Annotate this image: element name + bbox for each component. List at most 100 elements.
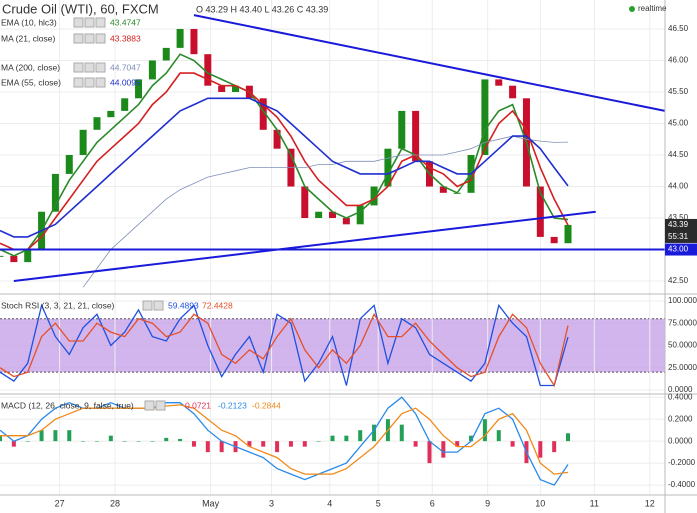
candle (121, 98, 129, 111)
y-tick-label: 45.50 (668, 87, 689, 96)
indicator-line (0, 72, 569, 251)
y-tick-label: 25.0000 (668, 363, 697, 372)
legend-icon (155, 400, 166, 411)
y-tick-label: 46.00 (668, 56, 689, 65)
y-tick-label: 45.00 (668, 119, 689, 128)
legend-value: 43.3883 (110, 33, 141, 43)
candle (536, 186, 544, 237)
candle (232, 85, 240, 92)
status-dot (629, 6, 635, 12)
candle (176, 28, 184, 48)
candle (65, 155, 73, 174)
histogram-bar (469, 435, 474, 442)
legend-value: 59.4893 (168, 300, 199, 310)
candle (204, 54, 212, 86)
trend-line (13, 210, 596, 283)
x-tick-label: 27 (55, 498, 65, 508)
legend-value: 43.4747 (110, 17, 141, 27)
x-tick-label: 12 (645, 498, 655, 508)
x-tick-label: May (202, 498, 220, 508)
x-tick-label: 4 (327, 498, 332, 508)
histogram-bar (496, 430, 501, 442)
histogram-bar (53, 430, 58, 442)
histogram-bar (39, 430, 44, 442)
histogram-bar (81, 441, 86, 442)
legend-value: -0.2844 (252, 400, 281, 410)
legend-value: 44.7047 (110, 62, 141, 72)
legend-icon (95, 17, 106, 28)
legend-name: EMA (55, close) (1, 77, 61, 87)
y-tick-label: 75.0000 (668, 318, 697, 327)
legend-name: MA (200, close) (1, 62, 60, 72)
candle (550, 236, 558, 244)
candle (481, 79, 489, 156)
candle (51, 173, 59, 212)
last-price-tag (665, 218, 697, 243)
x-tick-label: 11 (590, 498, 599, 508)
candle (24, 249, 32, 263)
legend-icon (95, 62, 106, 73)
histogram-bar (219, 441, 224, 453)
symbol-title: Crude Oil (WTI), 60, FXCM (2, 1, 159, 16)
legend-value: 44.0095 (110, 77, 141, 87)
price-tag-label: 43.00 (668, 245, 689, 254)
pane-title: Stoch RSI (3, 3, 21, 21, close) (1, 300, 115, 310)
legend-icon (95, 77, 106, 88)
candle (273, 129, 281, 149)
histogram-bar (122, 441, 127, 442)
candle (107, 110, 115, 118)
legend-icon (73, 77, 84, 88)
y-tick-label: 0.4000 (668, 392, 693, 401)
indicator-line (82, 135, 569, 288)
candle (218, 85, 226, 92)
last-price-label: 43.39 (668, 220, 689, 229)
ohlc-readout: O 43.29 H 43.40 L 43.26 C 43.39 (196, 4, 328, 14)
y-tick-label: 43.50 (668, 213, 689, 222)
legend-icon (153, 300, 164, 311)
x-tick-label: 9 (485, 498, 490, 508)
histogram-bar (372, 424, 377, 442)
candle (93, 117, 101, 130)
candle (315, 211, 323, 219)
y-tick-label: 0.0000 (668, 436, 693, 445)
histogram-bar (261, 441, 266, 447)
candle (259, 98, 267, 130)
histogram-bar (566, 433, 571, 442)
status: realtime (638, 4, 667, 13)
trend-line (193, 14, 666, 112)
histogram-bar (344, 435, 349, 442)
histogram-bar (205, 441, 210, 453)
legend-icon (73, 62, 84, 73)
histogram-bar (94, 441, 99, 442)
histogram-bar (275, 441, 280, 453)
legend-icon (84, 33, 95, 44)
candle (79, 129, 87, 156)
y-tick-label: 42.50 (668, 276, 689, 285)
candle (148, 60, 156, 80)
x-tick-label: 5 (376, 498, 381, 508)
histogram-bar (510, 441, 515, 447)
histogram-bar (427, 441, 432, 464)
legend-icon (144, 400, 155, 411)
candle (10, 255, 18, 263)
y-tick-label: 46.50 (668, 24, 689, 33)
histogram-bar (455, 441, 460, 447)
histogram-bar (0, 435, 2, 442)
histogram-bar (538, 441, 543, 458)
x-tick-label: 3 (269, 498, 274, 508)
price-tag (665, 243, 697, 256)
grid-layer (0, 0, 665, 495)
histogram-bar (482, 419, 487, 442)
y-tick-label: 44.00 (668, 182, 689, 191)
legend-icon (73, 33, 84, 44)
candle (370, 186, 378, 206)
legend-icon (84, 17, 95, 28)
candle (564, 224, 572, 244)
y-tick-label: 50.0000 (668, 341, 697, 350)
histogram-bar (413, 441, 418, 447)
candle (384, 148, 392, 187)
oscillator-line (0, 312, 569, 388)
candle (190, 28, 198, 55)
